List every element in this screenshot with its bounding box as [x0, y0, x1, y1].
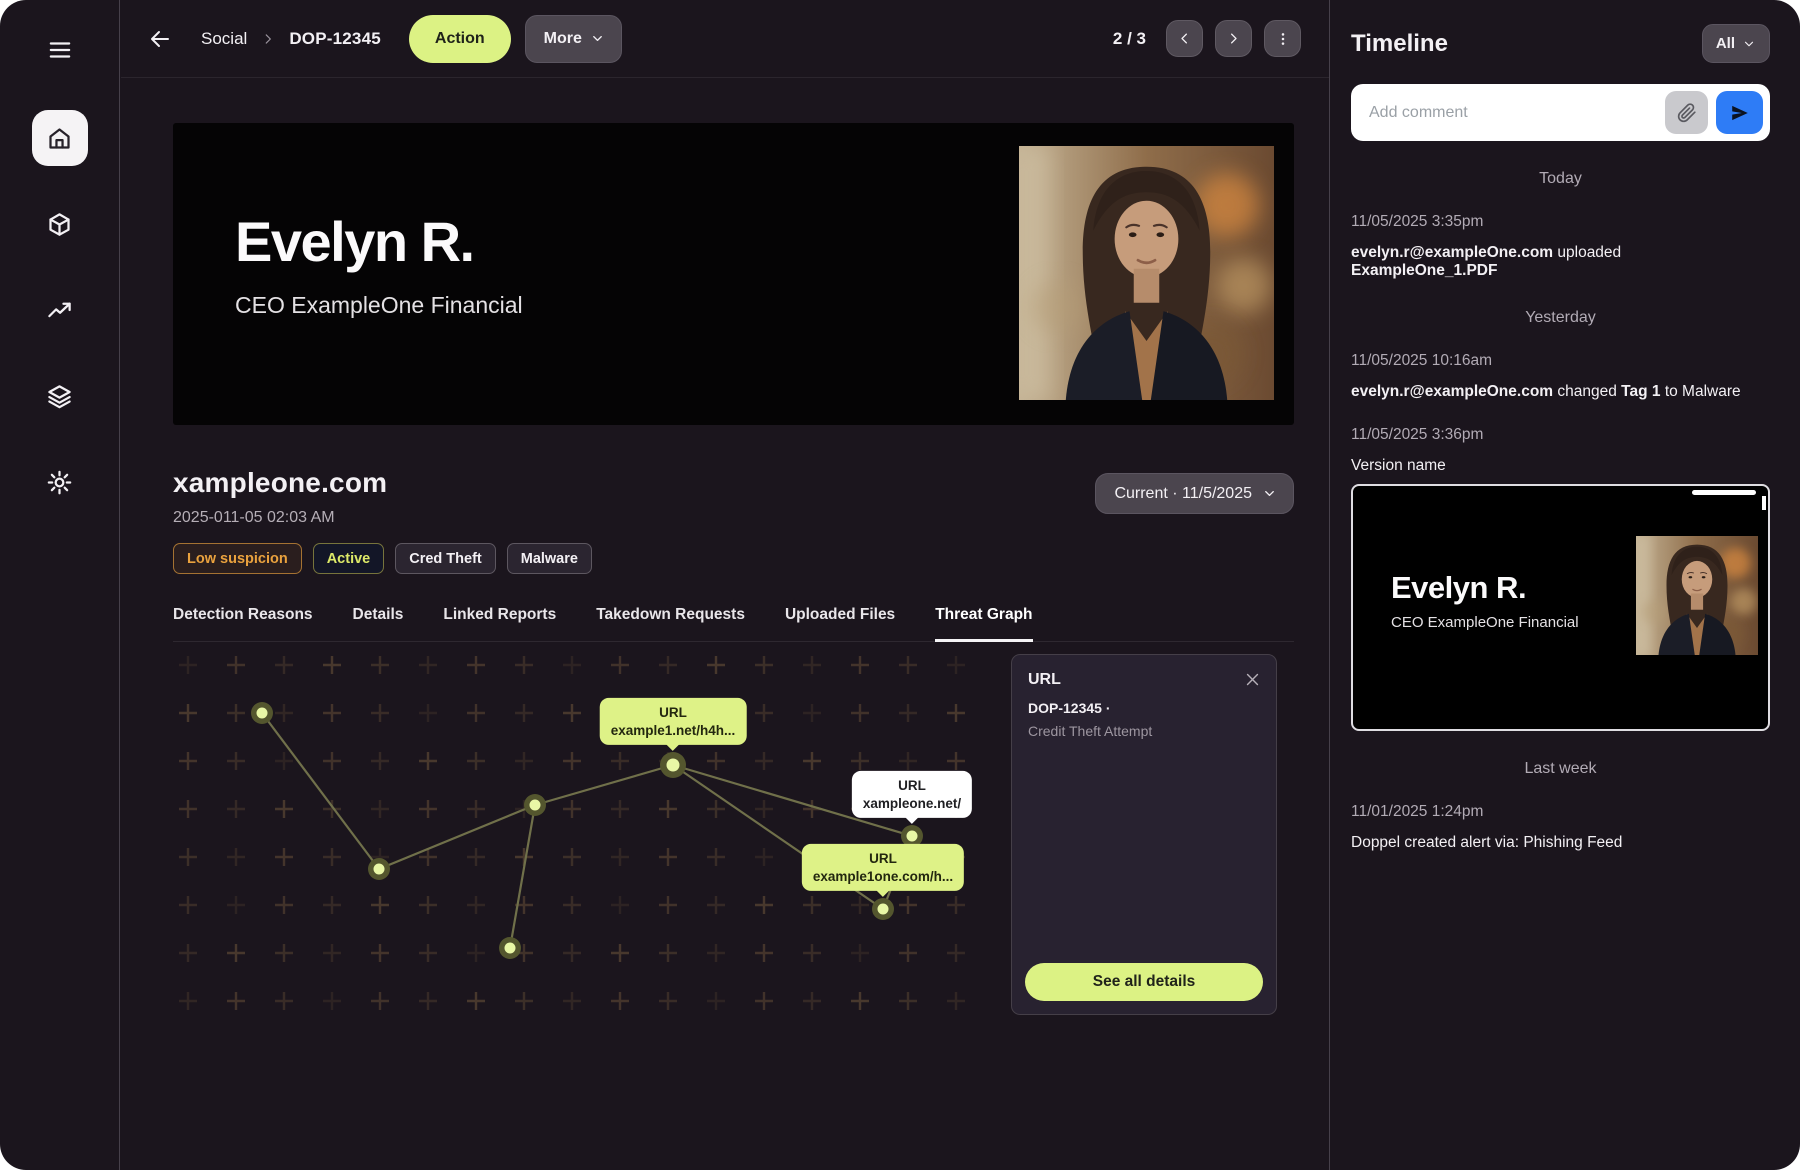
card-scrollbar-horizontal: [1692, 490, 1756, 495]
breadcrumb-alert-id: DOP-12345: [289, 28, 381, 48]
graph-node[interactable]: [901, 825, 923, 847]
chevron-left-icon: [1181, 33, 1187, 44]
more-button[interactable]: More: [524, 14, 622, 63]
badge-cred-theft: Cred Theft: [395, 543, 496, 574]
graph-node[interactable]: [524, 794, 546, 816]
attach-button[interactable]: [1665, 91, 1708, 134]
event-text: evelyn.r@exampleOne.com uploaded Example…: [1351, 244, 1622, 279]
portrait-photo: [1636, 536, 1758, 655]
threat-graph: URL DOP-12345 · Credit Theft Attempt See…: [173, 645, 1294, 1037]
send-comment-button[interactable]: [1716, 91, 1763, 134]
see-all-details-button[interactable]: See all details: [1025, 963, 1263, 1001]
chevron-right-icon: [1231, 33, 1237, 44]
card-hero-name: Evelyn R.: [1391, 570, 1527, 605]
home-icon: [49, 127, 70, 149]
hero-role: CEO ExampleOne Financial: [235, 292, 523, 318]
alert-detected-at: 2025-011-05 02:03 AM: [173, 509, 335, 526]
action-button[interactable]: Action: [408, 14, 511, 63]
version-selector[interactable]: Current · 11/5/2025: [1095, 473, 1294, 514]
graph-node[interactable]: [660, 752, 686, 778]
cube-icon: [49, 212, 70, 236]
chevron-down-icon: [1265, 491, 1274, 496]
layers-icon: [48, 384, 71, 408]
prev-alert-button[interactable]: [1166, 20, 1203, 57]
alert-domain: xampleone.com: [173, 467, 388, 498]
card-scrollbar-vertical: [1762, 496, 1766, 510]
chevron-down-icon: [1744, 41, 1754, 46]
tab-uploaded-files[interactable]: Uploaded Files: [784, 606, 896, 623]
graph-node-label[interactable]: URL example1.net/h4h...: [599, 697, 747, 745]
chevron-down-icon: [593, 36, 602, 41]
close-icon[interactable]: [1241, 668, 1263, 690]
kebab-menu-button[interactable]: [1264, 20, 1301, 57]
event-text: Version name: [1351, 457, 1446, 474]
next-alert-button[interactable]: [1215, 20, 1252, 57]
badge-malware: Malware: [506, 543, 592, 574]
timeline-events: Today 11/05/2025 3:35pm evelyn.r@exampleOn…: [1351, 170, 1770, 852]
event-text: Doppel created alert via: Phishing Feed: [1351, 834, 1623, 851]
timeline-title: Timeline: [1351, 29, 1448, 57]
version-card[interactable]: Evelyn R. CEO ExampleOne Financial: [1351, 484, 1770, 731]
sidebar-item-analytics[interactable]: [32, 282, 88, 338]
timeline-group-header: Last week: [1524, 760, 1597, 777]
settings-icon: [47, 470, 72, 494]
paperclip-icon: [1677, 102, 1696, 122]
comment-input[interactable]: [1367, 102, 1665, 123]
sidebar-item-home[interactable]: [31, 110, 88, 166]
node-detail-panel: URL DOP-12345 · Credit Theft Attempt See…: [1011, 654, 1277, 1015]
sidebar: [0, 0, 120, 1170]
tab-detection-reasons[interactable]: Detection Reasons: [173, 606, 313, 623]
trend-icon: [48, 302, 71, 317]
graph-node[interactable]: [499, 937, 521, 959]
event-timestamp: 11/05/2025 3:35pm: [1351, 213, 1484, 230]
sidebar-item-layers[interactable]: [32, 368, 88, 424]
graph-node-label[interactable]: URL xampleone.net/: [851, 770, 973, 818]
timeline-filter-button[interactable]: All: [1701, 24, 1770, 63]
hero-banner: Evelyn R. CEO ExampleOne Financial: [173, 123, 1294, 425]
menu-icon[interactable]: [32, 22, 88, 78]
main-column: Social DOP-12345 Action More 2 / 3: [121, 0, 1329, 1170]
kebab-icon: [1281, 32, 1284, 45]
breadcrumb-section[interactable]: Social: [201, 28, 248, 48]
tab-details[interactable]: Details: [352, 606, 404, 623]
graph-node[interactable]: [872, 898, 894, 920]
timeline-group-header: Yesterday: [1525, 309, 1596, 326]
graph-node[interactable]: [368, 858, 390, 880]
tab-bar: Detection Reasons Details Linked Reports Ta…: [173, 606, 1294, 642]
tab-takedown-requests[interactable]: Takedown Requests: [596, 606, 745, 623]
alert-content: Evelyn R. CEO ExampleOne Financial xampl…: [121, 78, 1329, 1037]
card-hero-role: CEO ExampleOne Financial: [1391, 614, 1579, 631]
detail-panel-type: URL: [1028, 671, 1061, 688]
back-arrow-icon: [151, 30, 169, 47]
detail-panel-subtitle: Credit Theft Attempt: [1028, 723, 1153, 739]
badge-active: Active: [312, 543, 385, 574]
timeline-panel: Timeline All Today 11/05/2025 3:35pm evely…: [1329, 0, 1800, 1170]
event-timestamp: 11/01/2025 1:24pm: [1351, 803, 1484, 820]
pagination-label: 2 / 3: [1112, 28, 1146, 48]
timeline-group-header: Today: [1539, 170, 1582, 187]
topbar: Social DOP-12345 Action More 2 / 3: [121, 0, 1329, 78]
back-button[interactable]: [143, 22, 177, 56]
graph-node[interactable]: [251, 702, 273, 724]
tab-threat-graph[interactable]: Threat Graph: [935, 606, 1033, 642]
send-icon: [1731, 105, 1748, 120]
chevron-right-icon: [261, 32, 275, 46]
sidebar-item-assets[interactable]: [32, 196, 88, 252]
comment-box: [1351, 84, 1770, 141]
portrait-photo: [1019, 146, 1274, 400]
event-text: evelyn.r@exampleOne.com changed Tag 1 to…: [1351, 383, 1741, 400]
event-timestamp: 11/05/2025 3:36pm: [1351, 426, 1484, 443]
badge-row: Low suspicion Active Cred Theft Malware: [173, 543, 592, 574]
sidebar-item-settings[interactable]: [32, 454, 88, 510]
hero-name: Evelyn R.: [235, 210, 475, 273]
graph-node-label[interactable]: URL example1one.com/h...: [801, 843, 965, 891]
detail-panel-alert-id: DOP-12345 ·: [1028, 700, 1111, 716]
tab-linked-reports[interactable]: Linked Reports: [443, 606, 557, 623]
badge-low-suspicion: Low suspicion: [173, 543, 302, 574]
event-timestamp: 11/05/2025 10:16am: [1351, 352, 1493, 369]
